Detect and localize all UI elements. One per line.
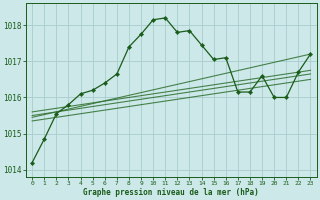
X-axis label: Graphe pression niveau de la mer (hPa): Graphe pression niveau de la mer (hPa) [84,188,259,197]
